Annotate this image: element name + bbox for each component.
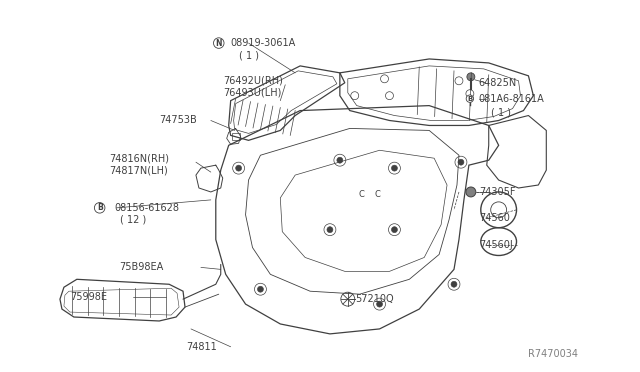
Text: N: N — [216, 39, 222, 48]
Text: 74811: 74811 — [186, 342, 217, 352]
Text: 08156-61628: 08156-61628 — [115, 203, 180, 213]
Text: 76492U(RH): 76492U(RH) — [223, 76, 283, 86]
Text: ( 1 ): ( 1 ) — [239, 51, 259, 61]
Text: 74817N(LH): 74817N(LH) — [109, 165, 168, 175]
Circle shape — [451, 281, 457, 287]
Text: B: B — [467, 96, 472, 102]
Text: 74560J: 74560J — [479, 240, 513, 250]
Text: B: B — [97, 203, 102, 212]
Circle shape — [466, 187, 476, 197]
Text: C: C — [359, 190, 365, 199]
Bar — [232, 134, 239, 140]
Circle shape — [376, 301, 383, 307]
Text: 57210Q: 57210Q — [355, 294, 394, 304]
Text: ( 12 ): ( 12 ) — [120, 215, 146, 225]
Text: R7470034: R7470034 — [529, 349, 579, 359]
Circle shape — [337, 157, 343, 163]
Text: 74816N(RH): 74816N(RH) — [109, 153, 170, 163]
Circle shape — [327, 227, 333, 232]
Circle shape — [257, 286, 264, 292]
Circle shape — [467, 73, 475, 81]
Text: 74305F: 74305F — [479, 187, 515, 197]
Text: 08919-3061A: 08919-3061A — [230, 38, 296, 48]
Text: 64825N: 64825N — [479, 78, 517, 88]
Text: 74753B: 74753B — [159, 115, 197, 125]
Circle shape — [236, 165, 241, 171]
Text: 081A6-8161A: 081A6-8161A — [479, 94, 545, 104]
Circle shape — [392, 165, 397, 171]
Text: ( 1 ): ( 1 ) — [491, 108, 511, 118]
Text: 75B98EA: 75B98EA — [120, 262, 164, 272]
Text: 74560: 74560 — [479, 213, 509, 223]
Text: C: C — [374, 190, 381, 199]
Circle shape — [458, 159, 464, 165]
Text: 75998E: 75998E — [70, 292, 107, 302]
Circle shape — [392, 227, 397, 232]
Text: 76493U(LH): 76493U(LH) — [223, 88, 281, 98]
